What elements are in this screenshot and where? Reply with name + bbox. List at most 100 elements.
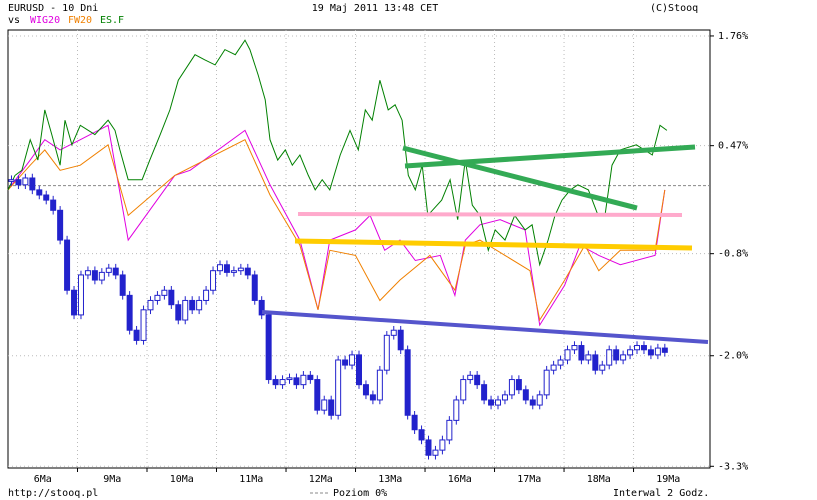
candle-body <box>314 379 321 411</box>
candle-body <box>279 379 286 386</box>
candle-body <box>376 369 383 401</box>
reference-label: Poziom 0% <box>333 488 387 499</box>
candle-body <box>383 334 390 371</box>
candle-body <box>550 364 557 371</box>
candle-body <box>578 345 585 361</box>
candle-body <box>467 374 474 381</box>
series-line <box>7 39 668 267</box>
candle-body <box>481 384 488 401</box>
candle-body <box>397 329 404 351</box>
candle-body <box>501 394 508 401</box>
candle-body <box>237 267 244 272</box>
candle-body <box>126 294 133 331</box>
candle-body <box>418 429 425 441</box>
candle-body <box>161 289 168 296</box>
candle-body <box>446 419 453 441</box>
candle-body <box>390 329 397 336</box>
candle-body <box>432 449 439 456</box>
candle-body <box>112 267 119 276</box>
x-tick-label: 9Ma <box>103 474 121 485</box>
series-line <box>7 124 666 327</box>
candle-body <box>495 399 502 406</box>
candle-body <box>265 314 272 381</box>
candle-body <box>661 347 668 353</box>
candle-body <box>272 379 279 386</box>
x-tick-label: 10Ma <box>170 474 194 485</box>
y-tick-label: 0.47% <box>718 141 748 152</box>
trendline-yellow <box>294 238 693 251</box>
candle-body <box>307 374 314 381</box>
candle-body <box>140 309 147 341</box>
plot-frame <box>7 29 711 469</box>
candle-body <box>147 299 154 311</box>
candle-body <box>98 271 105 281</box>
candle-body <box>293 377 300 386</box>
candle-body <box>557 359 564 366</box>
candle-body <box>369 394 376 401</box>
candle-body <box>175 304 182 321</box>
candle-body <box>77 274 84 316</box>
chart-title: EURUSD - 10 Dni <box>8 3 98 14</box>
x-tick-label: 19Ma <box>656 474 680 485</box>
candle-body <box>328 399 335 416</box>
x-tick-label: 13Ma <box>378 474 402 485</box>
trendline-green-down <box>402 145 638 211</box>
candle-body <box>640 345 647 351</box>
candle-body <box>321 399 328 411</box>
candle-body <box>508 379 515 396</box>
candle-body <box>29 177 36 191</box>
candle-body <box>439 439 446 451</box>
candle-body <box>216 264 223 272</box>
x-tick-label: 18Ma <box>587 474 611 485</box>
candle-body <box>244 267 251 276</box>
candle-body <box>453 399 460 421</box>
candle-body <box>168 289 175 306</box>
trendline-pink <box>297 212 683 217</box>
candle-body <box>613 349 620 361</box>
candle-body <box>15 179 22 186</box>
vs-label: vs <box>8 15 20 26</box>
copyright: (C)Stooq <box>650 3 698 14</box>
candle-body <box>536 394 543 406</box>
legend-wig20: WIG20 <box>30 15 60 26</box>
candle-body <box>529 399 536 406</box>
candle-body <box>300 374 307 386</box>
candle-body <box>606 349 613 366</box>
candle-body <box>571 345 578 351</box>
candle-body <box>22 177 29 186</box>
candle-body <box>119 274 126 296</box>
candle-body <box>223 264 230 273</box>
candle-body <box>57 209 64 241</box>
candle-body <box>105 267 112 273</box>
candle-body <box>425 439 432 456</box>
candle-body <box>36 189 43 196</box>
series-line <box>7 139 666 322</box>
source-url: http://stooq.pl <box>8 488 98 499</box>
candle-body <box>286 377 293 381</box>
candle-body <box>404 349 411 416</box>
y-tick-label: -2.0% <box>718 351 748 362</box>
candle-body <box>349 354 356 366</box>
candle-body <box>133 329 140 341</box>
candle-body <box>91 270 98 281</box>
date-label: 19 Maj 2011 13:48 CET <box>312 3 438 14</box>
candle-body <box>620 354 627 361</box>
candle-body <box>8 179 15 182</box>
x-tick-label: 6Ma <box>34 474 52 485</box>
candle-body <box>210 270 217 291</box>
candle-body <box>71 289 78 316</box>
candle-body <box>634 345 641 351</box>
trendlines <box>261 144 709 344</box>
candle-body <box>654 347 661 356</box>
candle-body <box>564 349 571 361</box>
plot-area: 1.76% 0.47% -0.8% -2.0% -3.3% 6Ma 9Ma 10Ma 11Ma 1… <box>7 30 748 485</box>
candle-body <box>196 299 203 311</box>
candle-body <box>258 299 265 316</box>
candle-body <box>543 369 550 396</box>
x-tick-label: 11Ma <box>239 474 263 485</box>
legend-esf: ES.F <box>100 15 124 26</box>
candle-body <box>230 270 237 273</box>
candle-body <box>335 359 342 416</box>
